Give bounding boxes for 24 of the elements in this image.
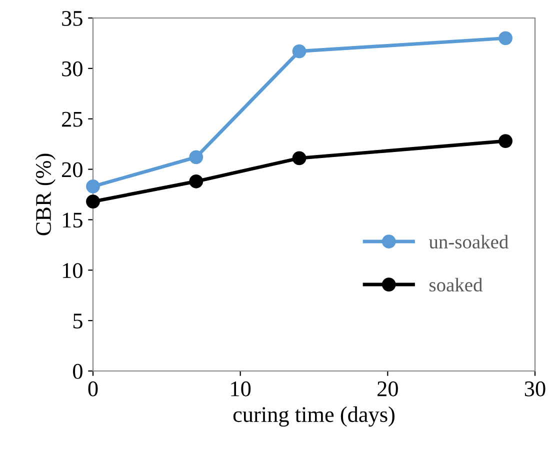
- y-tick-label: 15: [63, 212, 82, 228]
- legend-label: un-soaked: [429, 234, 508, 249]
- point: [292, 151, 306, 166]
- x-axis-title: curing time (days): [233, 406, 394, 427]
- point: [292, 44, 306, 58]
- y-tick-label: 10: [63, 263, 82, 278]
- point: [86, 194, 100, 209]
- y-tick-label: 30: [62, 61, 82, 76]
- point: [498, 134, 512, 148]
- y-tick-label: 35: [62, 10, 82, 26]
- point: [189, 150, 204, 164]
- y-tick-label: 20: [62, 162, 82, 178]
- point: [86, 179, 100, 194]
- point: [498, 31, 512, 46]
- x-tick-label: 10: [231, 381, 251, 396]
- point: [189, 174, 204, 188]
- y-tick-label: 25: [62, 112, 82, 127]
- x-tick-label: 30: [524, 381, 546, 396]
- x-tick-label: 0: [88, 381, 98, 396]
- y-tick-label: 5: [73, 314, 82, 328]
- x-tick-label: 20: [378, 381, 398, 396]
- y-axis-title: CBR (%): [35, 154, 56, 236]
- legend-label: soaked: [430, 278, 482, 292]
- y-tick-label: 0: [73, 364, 82, 379]
